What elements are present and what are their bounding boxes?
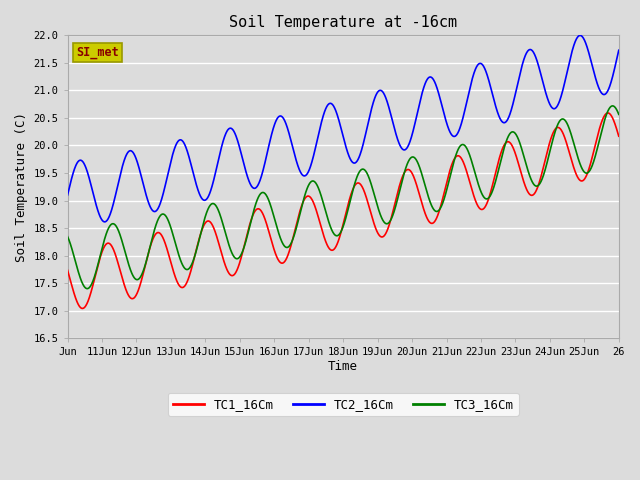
Title: Soil Temperature at -16cm: Soil Temperature at -16cm [229,15,457,30]
Y-axis label: Soil Temperature (C): Soil Temperature (C) [15,112,28,262]
Text: SI_met: SI_met [76,46,118,59]
Legend: TC1_16Cm, TC2_16Cm, TC3_16Cm: TC1_16Cm, TC2_16Cm, TC3_16Cm [168,393,519,416]
X-axis label: Time: Time [328,360,358,373]
